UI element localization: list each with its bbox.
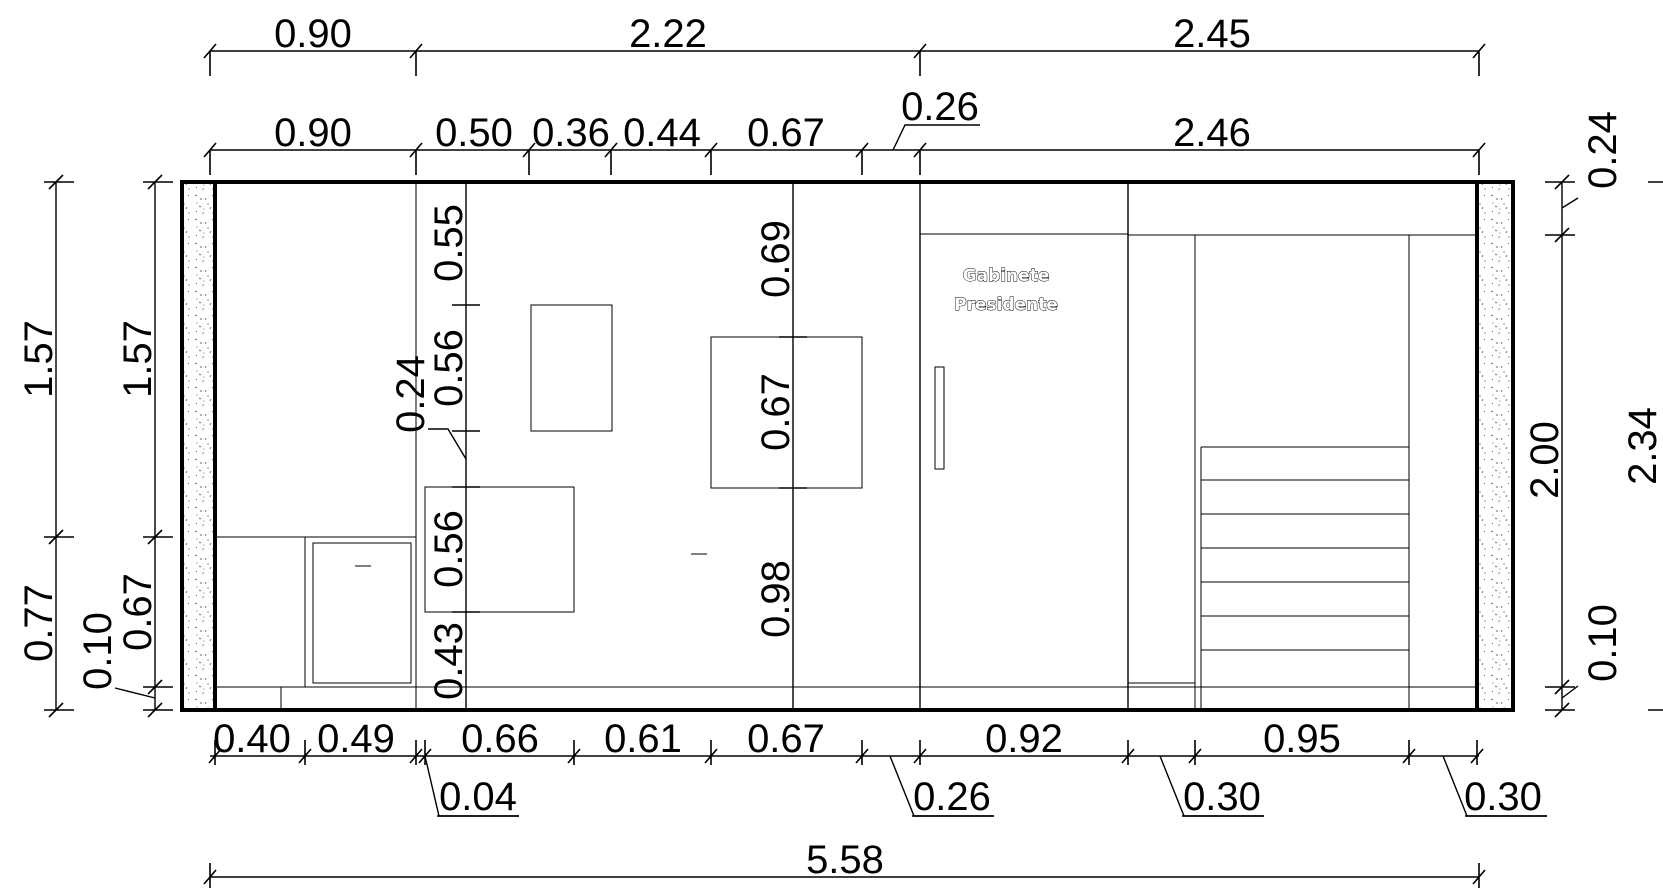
dim-int2-0-98: 0.98 [754,560,798,638]
dim-right-0-24: 0.24 [1581,111,1625,189]
dim-int1-0-24: 0.24 [389,355,433,433]
dim-left-1-57-inner: 1.57 [116,320,160,398]
dim-left-1-57-outer: 1.57 [17,320,61,398]
door-sign-line1: Gabinete [963,266,1050,286]
dim-int1-0-43: 0.43 [427,622,471,700]
dim-row2-0-50: 0.50 [435,111,513,155]
dim-left-0-10: 0.10 [76,612,120,690]
dim-row2-0-90: 0.90 [274,111,352,155]
dim-row2-0-67: 0.67 [747,111,825,155]
dim-bottom-0-49: 0.49 [317,717,395,761]
dimension-texts: 0.90 2.22 2.45 0.90 0.50 0.36 0.44 0.67 … [17,12,1663,882]
dim-bottom-0-40: 0.40 [213,717,291,761]
dim-top-0-90: 0.90 [274,12,352,56]
dim-int2-0-69: 0.69 [754,220,798,298]
dim-right-0-10: 0.10 [1581,604,1625,682]
dim-row2-0-26: 0.26 [901,85,979,129]
dim-row2-2-46: 2.46 [1173,111,1251,155]
dim-ticks-right-total [1648,181,1663,711]
dim-overall-5-58: 5.58 [806,838,884,882]
dim-bottom-0-04: 0.04 [439,775,517,819]
dim-left-0-77: 0.77 [17,584,61,662]
wall-panel-lower [424,486,575,613]
dim-bottom-0-30-left: 0.30 [1183,775,1261,819]
cabinet-right-door [312,542,412,684]
dim-ticks-interior-col1 [452,181,480,711]
stair-top-band [1127,181,1478,236]
leader-0-26-top [892,124,980,151]
leader-0-24-interior [428,428,467,460]
cabinet-right [304,536,417,688]
dim-int2-0-67: 0.67 [754,373,798,451]
dim-ticks-overall [203,863,1486,888]
dim-top-2-22: 2.22 [629,12,707,56]
dim-bottom-0-92: 0.92 [985,717,1063,761]
cabinet-left [214,536,306,688]
dim-bottom-0-26: 0.26 [913,775,991,819]
leader-0-10-left [114,687,156,699]
dimension-lines [44,43,1663,888]
dim-ticks-top-row1 [203,43,1486,76]
dim-bottom-0-67: 0.67 [747,717,825,761]
dim-left-0-67: 0.67 [116,573,160,651]
dim-ticks-right [1545,174,1575,718]
leader-0-10-right [1561,685,1579,699]
wall-outline [180,180,1515,712]
dim-ticks-bottom [208,740,1484,765]
dim-ticks-left-outer [44,174,74,718]
right-concrete-column [1477,182,1513,710]
dim-row2-0-36: 0.36 [532,111,610,155]
dim-top-2-45: 2.45 [1173,12,1251,56]
dim-right-2-00: 2.00 [1523,421,1567,499]
dim-ticks-left-inner [143,174,173,718]
dim-ticks-interior-col2 [779,181,807,711]
dim-int1-0-55: 0.55 [427,204,471,282]
left-concrete-column [182,182,215,710]
door-handle [934,366,945,470]
door-sign-line2: Presidente [954,295,1058,315]
wall-elevation [180,180,1515,712]
dim-int1-0-56-upper: 0.56 [427,329,471,407]
stair-unit [1127,181,1478,710]
dim-bottom-0-30-right: 0.30 [1464,775,1542,819]
dim-bottom-0-66: 0.66 [461,717,539,761]
dim-ticks-top-row2 [203,142,1486,175]
dim-bottom-0-95: 0.95 [1263,717,1341,761]
wall-panel-upper [530,304,613,432]
dim-right-2-34: 2.34 [1621,407,1663,485]
cabinets [214,536,417,710]
leader-0-24-right [1561,197,1579,209]
dim-bottom-0-61: 0.61 [604,717,682,761]
dim-row2-0-44: 0.44 [623,111,701,155]
door-gabinete-presidente: Gabinete Presidente [919,182,1129,710]
dim-int1-0-56-lower: 0.56 [427,510,471,588]
